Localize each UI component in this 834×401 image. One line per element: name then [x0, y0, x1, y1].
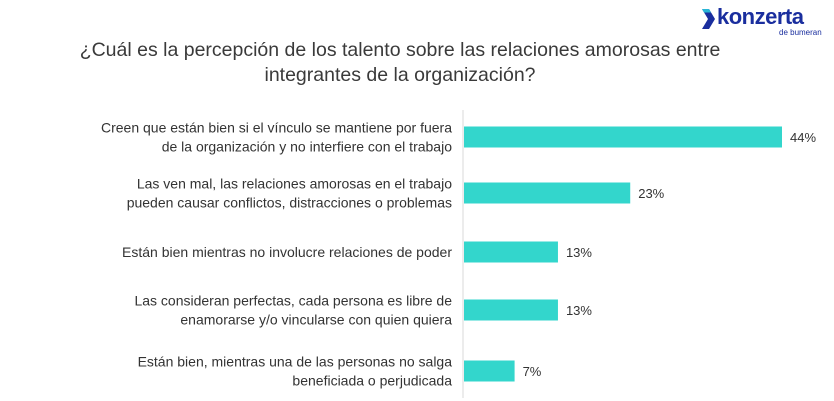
logo-tagline: de bumeran [779, 28, 822, 37]
bar [464, 360, 515, 382]
bar [464, 241, 558, 263]
bar [464, 182, 631, 204]
logo-wordmark: konzerta [717, 4, 804, 29]
data-label: 13% [566, 245, 592, 260]
konzerta-logo: konzerta de bumeran [700, 4, 830, 38]
category-label: enamorarse y/o vincularse con quien quie… [180, 312, 452, 328]
data-label: 13% [566, 303, 592, 318]
category-label: Creen que están bien si el vínculo se ma… [101, 120, 452, 136]
category-label: beneficiada o perjudicada [292, 373, 452, 389]
category-label: Las consideran perfectas, cada persona e… [134, 293, 452, 309]
category-label: Están bien, mientras una de las personas… [138, 354, 453, 370]
konzerta-chevron-icon [702, 9, 715, 29]
category-label: de la organización y no interfiere con e… [162, 139, 453, 155]
chart-title: ¿Cuál es la percepción de los talento so… [79, 39, 721, 86]
data-label: 23% [638, 186, 664, 201]
category-label: Las ven mal, las relaciones amorosas en … [137, 176, 452, 192]
data-label: 44% [790, 130, 816, 145]
category-label: pueden causar conflictos, distracciones … [127, 195, 452, 211]
bar [464, 299, 558, 321]
bar [464, 126, 782, 148]
category-label: Están bien mientras no involucre relacio… [122, 244, 452, 260]
data-label: 7% [523, 364, 542, 379]
